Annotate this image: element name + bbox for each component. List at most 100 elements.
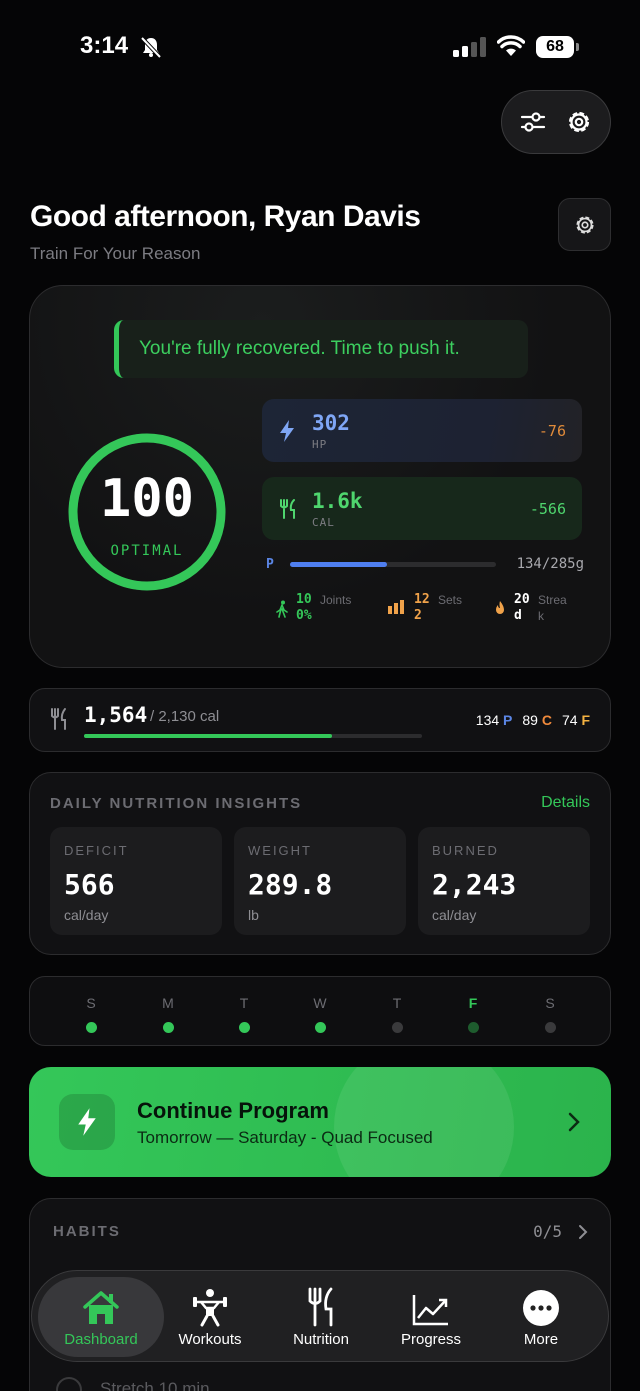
top-actions-pill [501, 90, 611, 154]
recovery-card[interactable]: You're fully recovered. Time to push it.… [29, 285, 611, 668]
habits-title: HABITS [53, 1223, 121, 1240]
chart-line-icon [412, 1295, 448, 1326]
nutrition-insights-card: DAILY NUTRITION INSIGHTS Details DEFICIT… [29, 772, 611, 955]
tile-unit: lb [248, 907, 259, 923]
calories-goal: / 2,130 cal [150, 708, 220, 725]
hp-metric[interactable]: 302 HP -76 [262, 399, 582, 462]
recovery-score-label: OPTIMAL [110, 543, 184, 559]
insights-title: DAILY NUTRITION INSIGHTS [50, 795, 303, 812]
hp-delta: -76 [538, 421, 566, 440]
tab-nutrition[interactable]: Nutrition [258, 1277, 384, 1357]
greeting-tagline: Train For Your Reason [30, 244, 201, 263]
sliders-icon [520, 112, 546, 132]
tile-value: 289.8 [248, 868, 333, 901]
continue-program-subtitle: Tomorrow — Saturday - Quad Focused [137, 1128, 433, 1147]
program-icon-box [59, 1094, 115, 1150]
figure-walk-icon [276, 600, 288, 618]
cal-unit: CAL [312, 515, 335, 529]
day-thursday[interactable]: T [382, 995, 412, 1033]
flame-icon [496, 601, 504, 614]
tab-more[interactable]: More [478, 1277, 604, 1357]
chevron-right-icon [568, 1112, 580, 1132]
tab-label: Dashboard [64, 1331, 138, 1348]
streak-stat: 20 d Streak [494, 592, 572, 624]
calories-current: 1,564 [84, 703, 148, 727]
protein-progress: P 134/285g [266, 554, 584, 574]
streak-value: 20 d [514, 592, 530, 623]
gear-icon [568, 111, 590, 133]
settings-button[interactable] [559, 102, 599, 142]
protein-fill [290, 561, 387, 567]
hp-unit: HP [312, 437, 328, 451]
battery-nub [576, 43, 579, 51]
bar-chart-icon [388, 600, 404, 614]
burned-tile: BURNED 2,243 cal/day [418, 827, 590, 935]
protein-value: 134/285g [516, 556, 584, 572]
tile-unit: cal/day [432, 907, 477, 923]
chevron-right-icon [579, 1225, 588, 1239]
score-ring-graphic [68, 433, 226, 591]
bell-slash-icon [140, 36, 162, 58]
home-icon [83, 1291, 119, 1324]
lightning-bolt-icon [78, 1108, 96, 1136]
tile-label: WEIGHT [248, 843, 312, 858]
macro-carbs: 89 C [522, 712, 552, 728]
insights-details-link[interactable]: Details [541, 794, 590, 811]
tile-label: BURNED [432, 843, 499, 858]
protein-label: P [266, 556, 274, 572]
filter-button[interactable] [513, 102, 553, 142]
tile-unit: cal/day [64, 907, 109, 923]
header-settings-button[interactable] [558, 198, 611, 251]
tab-label: Workouts [178, 1331, 242, 1348]
joints-stat: 10 0% Joints [276, 592, 354, 624]
continue-program-button[interactable]: Continue Program Tomorrow — Saturday - Q… [29, 1067, 611, 1177]
joints-label: Joints [320, 593, 352, 607]
day-sunday[interactable]: S [76, 995, 106, 1033]
tab-workouts[interactable]: Workouts [147, 1277, 273, 1357]
habit-checkbox[interactable] [56, 1377, 82, 1391]
day-wednesday[interactable]: W [305, 995, 335, 1033]
decorative-glow [334, 1067, 514, 1177]
fork-knife-icon [280, 498, 295, 519]
macro-fat: 74 F [561, 712, 590, 728]
calorie-summary-card[interactable]: 1,564 / 2,130 cal 134 P 89 C 74 F [29, 688, 611, 752]
day-friday[interactable]: F [458, 995, 488, 1033]
tile-value: 566 [64, 868, 115, 901]
score-ring-arc [68, 433, 226, 591]
recovery-banner: You're fully recovered. Time to push it. [114, 320, 528, 378]
tab-label: More [523, 1331, 559, 1348]
weight-tile: WEIGHT 289.8 lb [234, 827, 406, 935]
tile-value: 2,243 [432, 868, 517, 901]
streak-label: Streak [538, 593, 567, 623]
continue-program-title: Continue Program [137, 1098, 329, 1123]
calorie-track [84, 734, 422, 738]
week-streak: S M T W T F S [29, 976, 611, 1046]
tile-label: DEFICIT [64, 843, 129, 858]
macro-protein: 134 P [475, 712, 513, 728]
protein-track [290, 561, 496, 567]
day-saturday[interactable]: S [535, 995, 565, 1033]
more-icon [523, 1290, 559, 1326]
cal-value: 1.6k [312, 488, 363, 513]
habits-count: 0/5 [533, 1222, 562, 1241]
battery-indicator: 68 [536, 36, 574, 58]
cal-metric[interactable]: 1.6k CAL -566 [262, 477, 582, 540]
day-monday[interactable]: M [153, 995, 183, 1033]
sets-stat: 12 2 Sets [388, 592, 472, 624]
signal-icon [453, 37, 486, 57]
habit-item: Stretch 10 min [100, 1379, 210, 1391]
tab-progress[interactable]: Progress [368, 1277, 494, 1357]
mini-stats: 10 0% Joints 12 2 Sets 20 d Streak [276, 592, 596, 628]
tab-label: Progress [400, 1331, 462, 1348]
tab-bar: Dashboard Workouts Nutrition [31, 1270, 609, 1362]
sets-value: 12 2 [414, 592, 430, 623]
calorie-fill [84, 734, 333, 738]
macro-summary: 134 P 89 C 74 F [476, 712, 590, 728]
status-time: 3:14 [80, 32, 129, 59]
weightlifter-icon [193, 1289, 227, 1327]
day-tuesday[interactable]: T [229, 995, 259, 1033]
fork-knife-icon [308, 1287, 333, 1327]
gear-icon [575, 215, 594, 234]
tab-dashboard[interactable]: Dashboard [38, 1277, 164, 1357]
fork-knife-icon [51, 708, 66, 730]
